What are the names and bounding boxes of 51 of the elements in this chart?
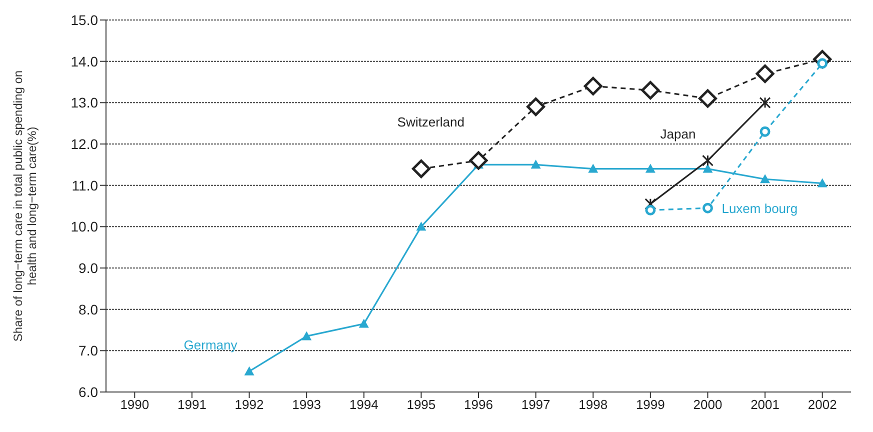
point (416, 222, 426, 231)
y-axis-title: Share of long−term care in total public spending on health and long−term care(%) (11, 70, 39, 342)
point (702, 154, 714, 166)
point (702, 202, 713, 214)
y-tick-label: 8.0 (78, 301, 98, 318)
x-tick-label: 1990 (120, 397, 150, 412)
point (759, 96, 771, 108)
x-tick-label: 1999 (636, 397, 665, 412)
point (756, 64, 774, 83)
point (358, 318, 369, 328)
y-tick-label: 14.0 (70, 53, 98, 70)
point (645, 204, 656, 216)
point (526, 98, 546, 116)
point (641, 81, 660, 100)
y-tick-label: 13.0 (70, 94, 98, 111)
y-tick-label: 15.0 (70, 12, 98, 28)
point (644, 198, 656, 210)
y-tick-label: 10.0 (70, 218, 98, 235)
point (584, 76, 602, 96)
point (702, 164, 713, 173)
x-tick-label: 2002 (808, 397, 837, 412)
x-tick-label: 1991 (178, 397, 206, 412)
x-tick-label: 1995 (406, 397, 436, 412)
point (817, 178, 828, 188)
series-label: Japan (660, 126, 696, 142)
x-tick-label: 1998 (578, 397, 608, 412)
y-tick-label: 11.0 (72, 177, 98, 194)
point (698, 89, 717, 108)
text: Switzerland (397, 114, 464, 130)
point (412, 160, 430, 178)
y-tick-label: 6.0 (78, 384, 98, 400)
y-tick-label: 9.0 (78, 260, 98, 276)
x-tick-label: 1994 (349, 397, 378, 412)
point (760, 126, 770, 137)
point (469, 151, 488, 170)
x-tick-label: 2001 (750, 397, 780, 412)
x-tick-label: 1992 (234, 397, 264, 412)
y-tick-label: 7.0 (78, 342, 98, 359)
x-tick-label: 1993 (292, 397, 322, 412)
series-label: Luxem bourg (722, 201, 798, 216)
point (244, 366, 254, 376)
point (530, 160, 541, 169)
x-tick-label: 2000 (693, 397, 722, 412)
x-tick-label: 1996 (464, 397, 493, 412)
point (588, 164, 598, 173)
series-label: Germany (184, 337, 238, 352)
y-tick-label: 12.0 (70, 136, 98, 152)
point (302, 331, 312, 340)
x-tick-label: 1997 (521, 397, 550, 412)
point (760, 174, 770, 184)
point (645, 164, 656, 173)
